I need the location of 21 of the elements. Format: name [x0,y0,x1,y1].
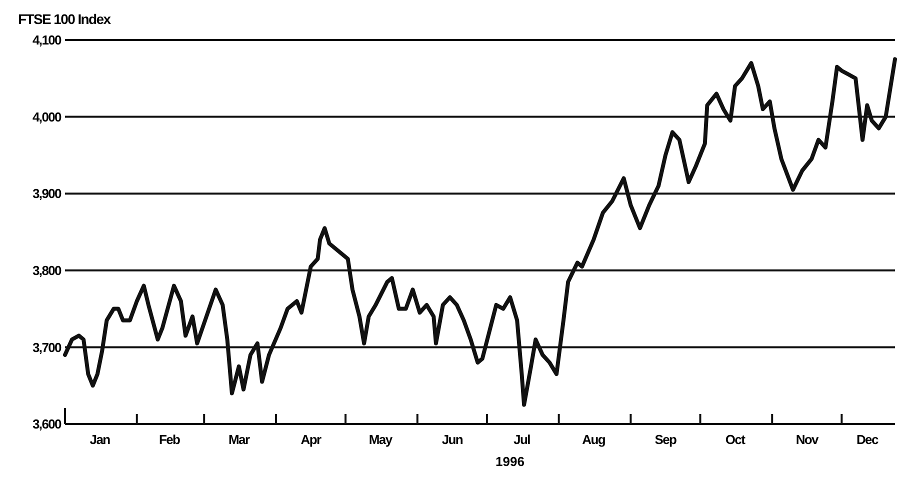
x-tick-label: Apr [300,432,322,447]
y-tick-label: 3,800 [32,262,62,278]
x-tick-label: Oct [725,432,746,447]
x-tick-label: Jul [514,432,530,447]
x-tick-label: Feb [158,432,181,447]
x-tick-label: Jan [90,432,111,447]
x-axis-title: 1996 [496,454,524,469]
x-tick-label: Sep [654,432,678,447]
y-tick-label: 3,900 [32,186,62,202]
y-tick-label: 3,700 [32,340,62,355]
y-tick-label: 4,100 [32,32,62,48]
y-tick-label: 3,600 [32,416,62,432]
x-tick-label: Aug [582,432,606,447]
x-tick-label: Jun [442,432,464,447]
y-tick-label: 4,000 [32,109,62,124]
chart-title: FTSE 100 Index [18,11,112,27]
x-tick-label: May [368,432,394,447]
x-tick-label: Mar [228,432,250,447]
line-series [63,57,897,407]
x-tick-label: Nov [796,432,820,447]
x-tick-label: Dec [856,432,878,447]
